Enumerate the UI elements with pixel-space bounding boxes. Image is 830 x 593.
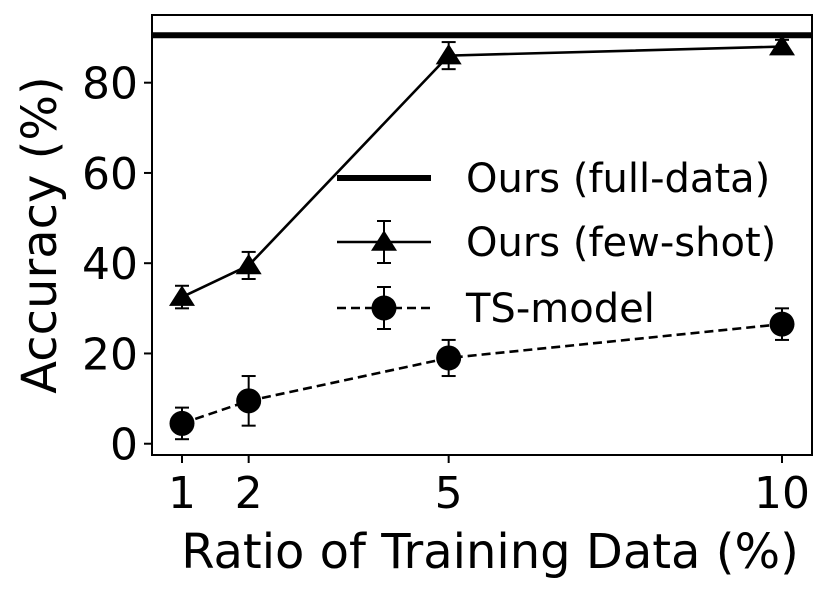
y-axis-label: Accuracy (%)	[12, 76, 68, 393]
y-tick-label: 20	[82, 329, 138, 380]
x-axis-label: Ratio of Training Data (%)	[181, 524, 799, 580]
y-tick-label: 80	[82, 59, 138, 110]
data-point-ts-model	[169, 410, 195, 436]
plot-frame	[151, 14, 813, 456]
legend-entry-full-data: Ours (full-data)	[337, 156, 770, 202]
y-tick-label: 0	[110, 420, 138, 471]
data-point-ours-few-shot	[435, 43, 462, 65]
data-point-ts-model	[769, 311, 795, 337]
plot-area	[152, 32, 812, 441]
x-tick-label: 2	[235, 468, 263, 519]
x-tick-label: 5	[435, 468, 463, 519]
legend-marker-triangle	[371, 230, 397, 251]
data-point-ts-model	[436, 345, 462, 371]
legend-label-few-shot: Ours (few-shot)	[466, 220, 776, 266]
x-axis: 1 2 5 10	[168, 455, 810, 519]
y-axis: 0 20 40 60 80	[82, 59, 152, 471]
x-tick-label: 10	[754, 468, 810, 519]
legend-label-full-data: Ours (full-data)	[466, 156, 770, 202]
data-point-ts-model	[236, 388, 262, 414]
series-line-ours-few-shot	[181, 45, 783, 299]
series-line-ts-model	[181, 322, 783, 425]
data-point-ours-few-shot	[235, 253, 262, 275]
legend-label-ts-model: TS-model	[465, 286, 655, 332]
data-point-ours-few-shot	[769, 34, 795, 56]
y-tick-label: 60	[82, 149, 138, 200]
legend-entry-ts-model: TS-model	[337, 286, 655, 332]
x-tick-label: 1	[168, 468, 196, 519]
y-tick-label: 40	[82, 239, 138, 290]
data-point-ours-few-shot	[169, 285, 195, 306]
legend-entry-few-shot: Ours (few-shot)	[337, 220, 776, 266]
legend: Ours (full-data) Ours (few-shot) TS-mode…	[337, 156, 776, 332]
legend-marker-circle	[371, 295, 397, 321]
